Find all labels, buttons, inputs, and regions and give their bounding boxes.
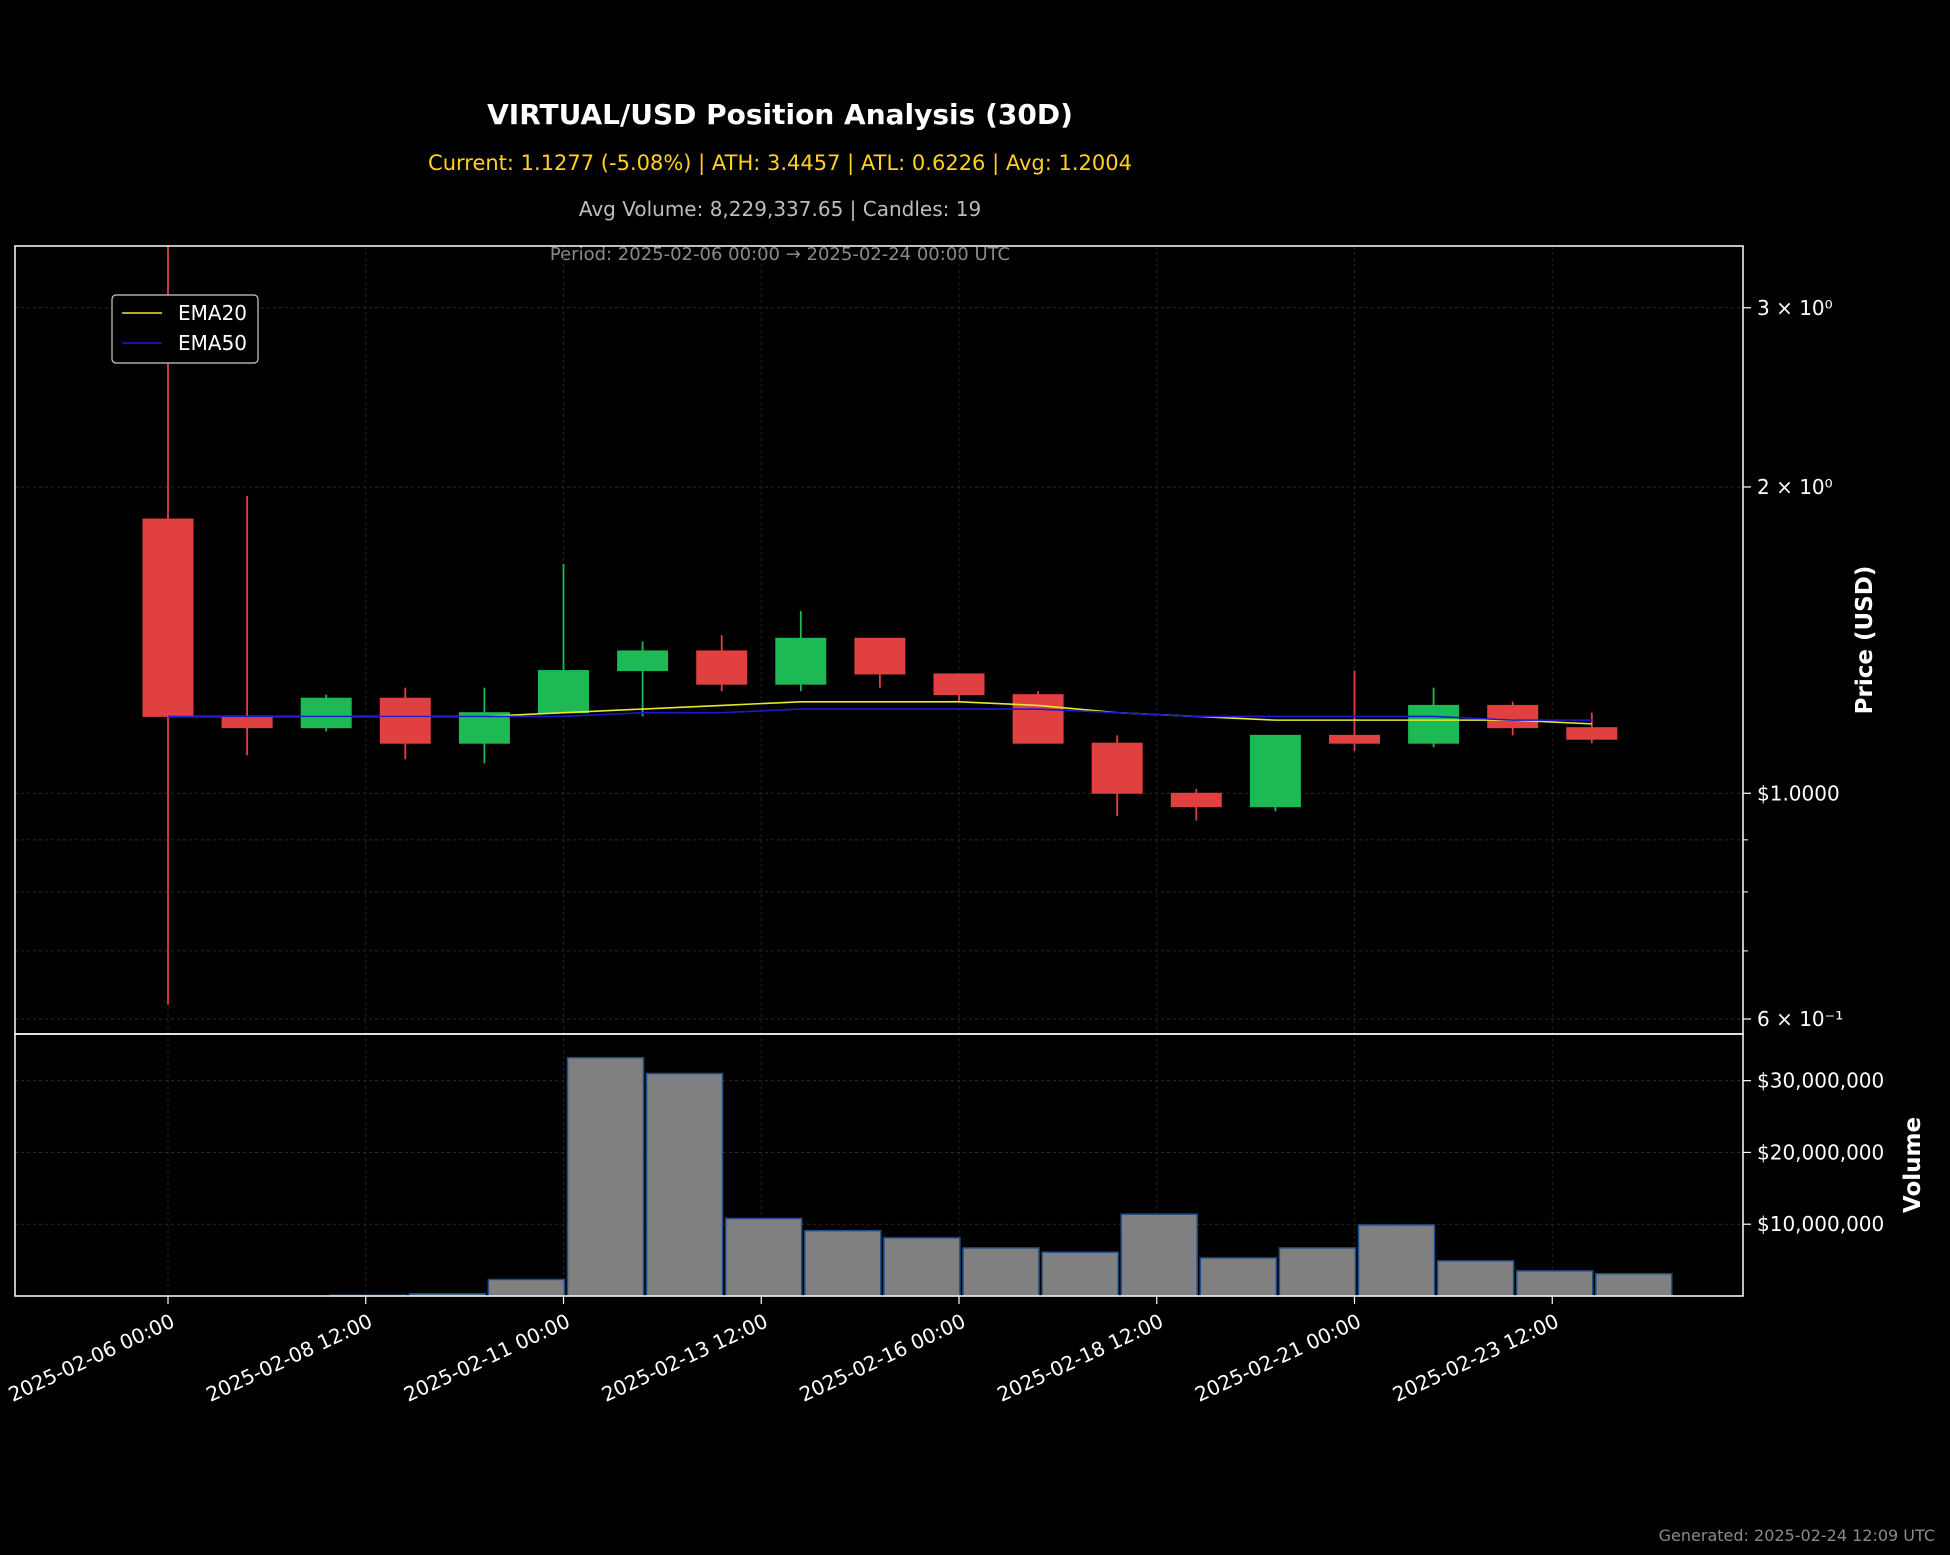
candle-body <box>696 650 748 685</box>
candle-body <box>775 637 827 685</box>
x-tick-label: 2025-02-08 12:00 <box>202 1309 375 1407</box>
volume-bar <box>1515 1270 1594 1297</box>
generated-timestamp: Generated: 2025-02-24 12:09 UTC <box>1658 1526 1935 1545</box>
volume-bar <box>1595 1272 1673 1297</box>
price-tick-label: $1.0000 <box>1757 781 1840 805</box>
price-axis-label: Price (USD) <box>1852 566 1878 715</box>
volume-bar <box>645 1072 724 1297</box>
price-grid <box>15 246 1743 1296</box>
volume-tick-label: $20,000,000 <box>1757 1140 1884 1164</box>
candle-body <box>1566 727 1618 740</box>
volume-tick-label: $10,000,000 <box>1757 1212 1884 1236</box>
candle-body <box>538 670 589 714</box>
candle-body <box>617 650 669 672</box>
volume-stats-line: Avg Volume: 8,229,337.65 | Candles: 19 <box>578 197 982 221</box>
stats-line: Current: 1.1277 (-5.08%) | ATH: 3.4457 |… <box>428 151 1132 175</box>
x-tick-label: 2025-02-18 12:00 <box>993 1309 1166 1407</box>
candle-body <box>379 697 431 744</box>
price-tick-label: 3 × 10⁰ <box>1757 296 1833 320</box>
legend-ema50-label: EMA50 <box>178 331 247 355</box>
x-ticks: 2025-02-06 00:00 2025-02-08 12:00 2025-02-… <box>5 1296 1562 1407</box>
candle-body <box>1329 734 1380 744</box>
ema50-line <box>168 708 1592 721</box>
volume-bar <box>883 1237 961 1297</box>
candle-body <box>1091 742 1143 794</box>
axes <box>14 245 1744 1297</box>
legend[interactable]: EMA20 EMA50 <box>111 294 259 364</box>
candle-body <box>458 712 510 744</box>
x-tick-label: 2025-02-23 12:00 <box>1389 1309 1562 1407</box>
volume-bar <box>804 1229 882 1297</box>
volume-panel-frame <box>14 1033 1744 1297</box>
chart-title: VIRTUAL/USD Position Analysis (30D) <box>487 98 1073 131</box>
ema-lines <box>168 700 1592 725</box>
candle-body <box>1487 704 1539 729</box>
volume-bars <box>329 1056 1673 1297</box>
x-tick-label: 2025-02-11 00:00 <box>400 1309 573 1407</box>
candles <box>142 246 1618 1005</box>
legend-ema20-label: EMA20 <box>178 301 247 325</box>
volume-bar <box>1041 1251 1119 1297</box>
x-tick-label: 2025-02-06 00:00 <box>5 1309 178 1407</box>
volume-bar <box>962 1247 1040 1297</box>
volume-tick-label: $30,000,000 <box>1757 1069 1884 1093</box>
volume-bar <box>1199 1257 1278 1297</box>
candle-body <box>854 637 906 675</box>
y-ticks: 3 × 10⁰ 2 × 10⁰ $1.0000 6 × 10⁻¹ $10,000,000… <box>1743 296 1884 1236</box>
volume-axis-label: Volume <box>1900 1117 1926 1213</box>
x-tick-label: 2025-02-13 12:00 <box>598 1309 771 1407</box>
volume-bar <box>1436 1260 1515 1297</box>
candle-body <box>221 715 273 729</box>
volume-grid <box>15 1080 1743 1225</box>
candle-body <box>1170 792 1222 808</box>
volume-bar <box>1357 1224 1436 1297</box>
x-tick-label: 2025-02-21 00:00 <box>1191 1309 1364 1407</box>
volume-bar <box>566 1056 645 1297</box>
candle-body <box>1408 704 1460 744</box>
candle-body <box>142 518 194 717</box>
legend-box <box>111 294 259 364</box>
volume-bar <box>1278 1247 1357 1297</box>
volume-bar <box>487 1278 566 1297</box>
price-tick-label: 2 × 10⁰ <box>1757 475 1833 499</box>
candle-body <box>1249 734 1301 808</box>
candle-body <box>933 673 985 696</box>
period-line: Period: 2025-02-06 00:00 → 2025-02-24 00… <box>549 244 1011 265</box>
candle-body <box>300 697 352 729</box>
volume-bar <box>724 1217 803 1297</box>
candle-body <box>1012 694 1064 744</box>
price-tick-label: 6 × 10⁻¹ <box>1757 1007 1843 1031</box>
x-tick-label: 2025-02-16 00:00 <box>796 1309 969 1407</box>
volume-bar <box>1120 1213 1198 1297</box>
